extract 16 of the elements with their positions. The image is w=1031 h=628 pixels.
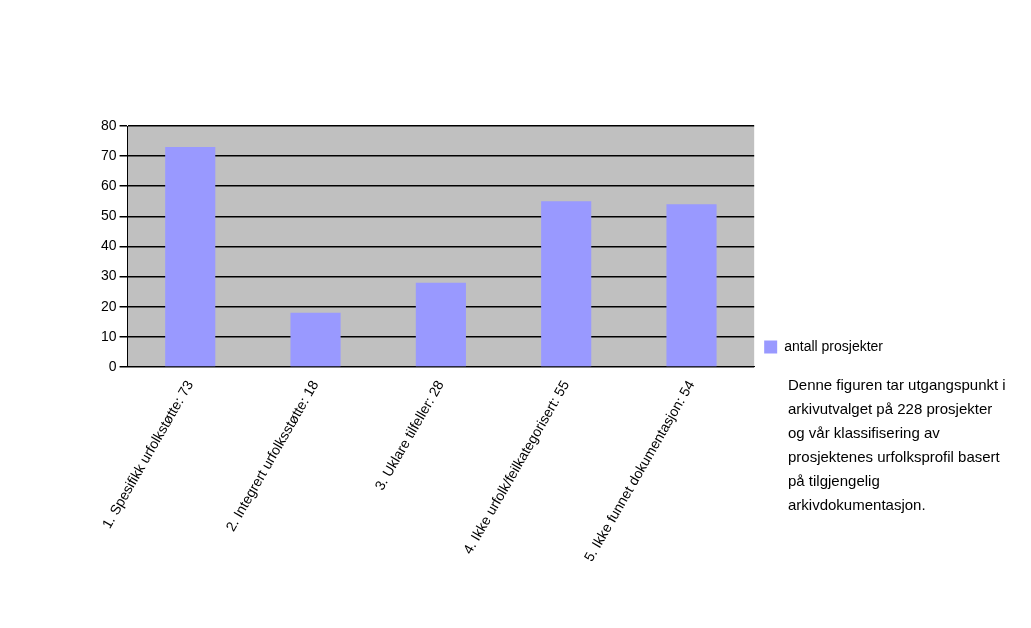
y-tick-label: 30 [100,267,117,284]
y-tick-label: 10 [100,327,117,344]
bar [415,282,466,367]
y-tick-label: 70 [100,146,117,163]
y-tick-label: 50 [100,207,117,224]
y-tick-label: 60 [100,177,117,194]
y-tick-label: 20 [100,297,117,314]
y-tick-label: 0 [108,357,117,374]
y-tick-label: 80 [100,116,117,133]
text: Denne figuren tar utgangspunkt i arkivutvalget på 228 prosjekter og vår klassifisering av prosjektenes urfolksprofil basert på tilgjengelig arkivdokumentasjon. [788,375,1007,515]
bar [541,201,592,367]
bar [165,147,216,367]
bar [290,312,341,367]
bar [666,204,717,367]
y-tick-label: 40 [100,237,117,254]
legend-label: antall prosjekter [784,337,884,354]
